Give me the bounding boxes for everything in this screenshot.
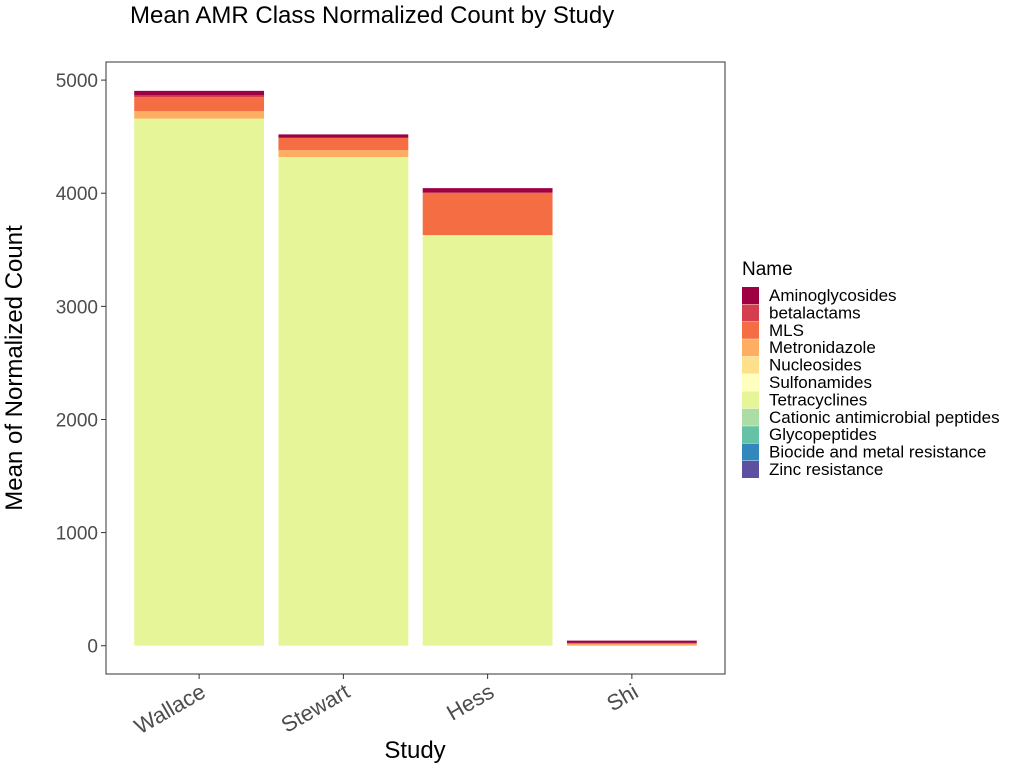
x-tick-label: Stewart — [277, 679, 354, 738]
y-tick-label: 2000 — [56, 410, 98, 431]
bar-segment-hess-mls — [422, 192, 553, 236]
legend-label: Biocide and metal resistance — [769, 443, 986, 462]
bar-segment-hess-tetracyclines — [422, 235, 553, 646]
legend-label: Metronidazole — [769, 338, 876, 357]
bar-segment-hess-aminoglycosides — [422, 188, 553, 193]
x-tick-label: Wallace — [130, 679, 210, 739]
bar-segment-stewart-aminoglycosides — [278, 134, 409, 138]
y-axis: 0 1000 2000 3000 4000 5000 — [56, 71, 106, 658]
bar-segment-wallace-mls — [134, 97, 265, 112]
legend-label: Zinc resistance — [769, 460, 883, 479]
legend-swatch — [742, 287, 759, 304]
bar-segment-wallace-tetracyclines — [134, 118, 265, 646]
legend-label: Aminoglycosides — [769, 286, 897, 305]
x-tick-label: Hess — [442, 679, 498, 726]
bars-layer — [134, 90, 697, 646]
legend-label: Nucleosides — [769, 356, 862, 375]
legend-swatch — [742, 426, 759, 444]
bar-segment-wallace-betalactams — [134, 95, 265, 98]
y-tick-label: 4000 — [56, 184, 98, 205]
bar-segment-wallace-aminoglycosides — [134, 90, 265, 96]
bar-segment-stewart-metronidazole — [278, 150, 409, 158]
x-tick-label: Shi — [602, 679, 642, 717]
legend-label: Sulfonamides — [769, 373, 872, 392]
legend-swatch — [742, 374, 759, 391]
x-axis: Wallace Stewart Hess Shi — [130, 674, 642, 739]
chart-title: Mean AMR Class Normalized Count by Study — [130, 2, 614, 29]
legend-swatch — [742, 356, 759, 374]
bar-segment-shi-metronidazole — [566, 644, 697, 646]
legend-label: Glycopeptides — [769, 425, 877, 444]
legend-swatch — [742, 391, 759, 409]
legend-label: Tetracyclines — [769, 390, 867, 409]
y-tick-label: 5000 — [56, 71, 98, 92]
y-tick-label: 3000 — [56, 297, 98, 318]
bar-segment-shi-aminoglycosides — [566, 640, 697, 643]
y-axis-title: Mean of Normalized Count — [1, 225, 28, 511]
bar-segment-wallace-metronidazole — [134, 111, 265, 119]
legend-swatch — [742, 461, 759, 478]
bar-segment-stewart-mls — [278, 137, 409, 151]
bar-segment-stewart-tetracyclines — [278, 157, 409, 646]
legend-title: Name — [742, 259, 793, 280]
legend-label: MLS — [769, 321, 804, 340]
legend-swatch — [742, 339, 759, 357]
legend: Name AminoglycosidesbetalactamsMLSMetron… — [742, 259, 1000, 479]
x-axis-title: Study — [384, 737, 445, 764]
legend-label: Cationic antimicrobial peptides — [769, 408, 1000, 427]
y-tick-label: 1000 — [56, 524, 98, 545]
bar-segment-shi-mls — [566, 642, 697, 645]
y-tick-label: 0 — [87, 637, 98, 658]
legend-swatch — [742, 304, 759, 322]
legend-label: betalactams — [769, 303, 861, 322]
legend-swatch — [742, 443, 759, 461]
legend-swatch — [742, 321, 759, 339]
legend-swatch — [742, 408, 759, 426]
